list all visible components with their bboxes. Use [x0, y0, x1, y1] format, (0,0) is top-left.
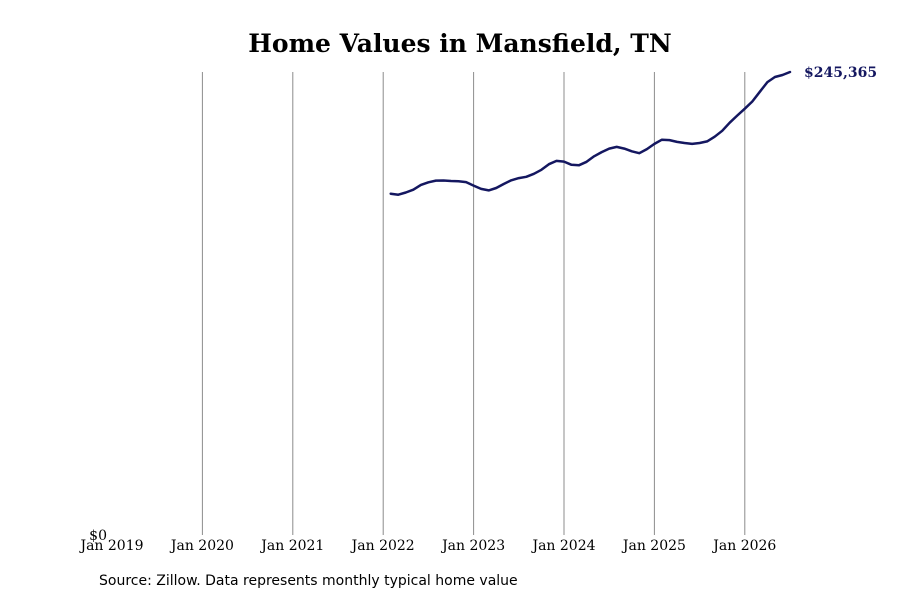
x-tick-label: Jan 2025 — [621, 538, 686, 554]
y-tick-label: $0 — [89, 528, 107, 544]
x-tick-label: Jan 2020 — [169, 538, 234, 554]
source-note: Source: Zillow. Data represents monthly … — [99, 573, 518, 589]
x-tick-label: Jan 2022 — [350, 538, 415, 554]
y-axis-ticks: $0 — [89, 528, 107, 544]
chart-title: Home Values in Mansfield, TN — [248, 29, 671, 58]
x-axis-ticks: Jan 2019 Jan 2020 Jan 2021 Jan 2022 Jan 2023… — [78, 538, 776, 554]
series-group — [389, 70, 792, 196]
x-tick-label: Jan 2026 — [711, 538, 776, 554]
x-tick-label: Jan 2023 — [440, 538, 505, 554]
x-tick-label: Jan 2024 — [530, 538, 595, 554]
gridlines — [201, 72, 746, 535]
end-value-label: $245,365 — [804, 65, 877, 81]
series-line-0 — [389, 70, 792, 196]
x-tick-label: Jan 2021 — [259, 538, 324, 554]
x-tick-label: Jan 2019 — [78, 538, 143, 554]
